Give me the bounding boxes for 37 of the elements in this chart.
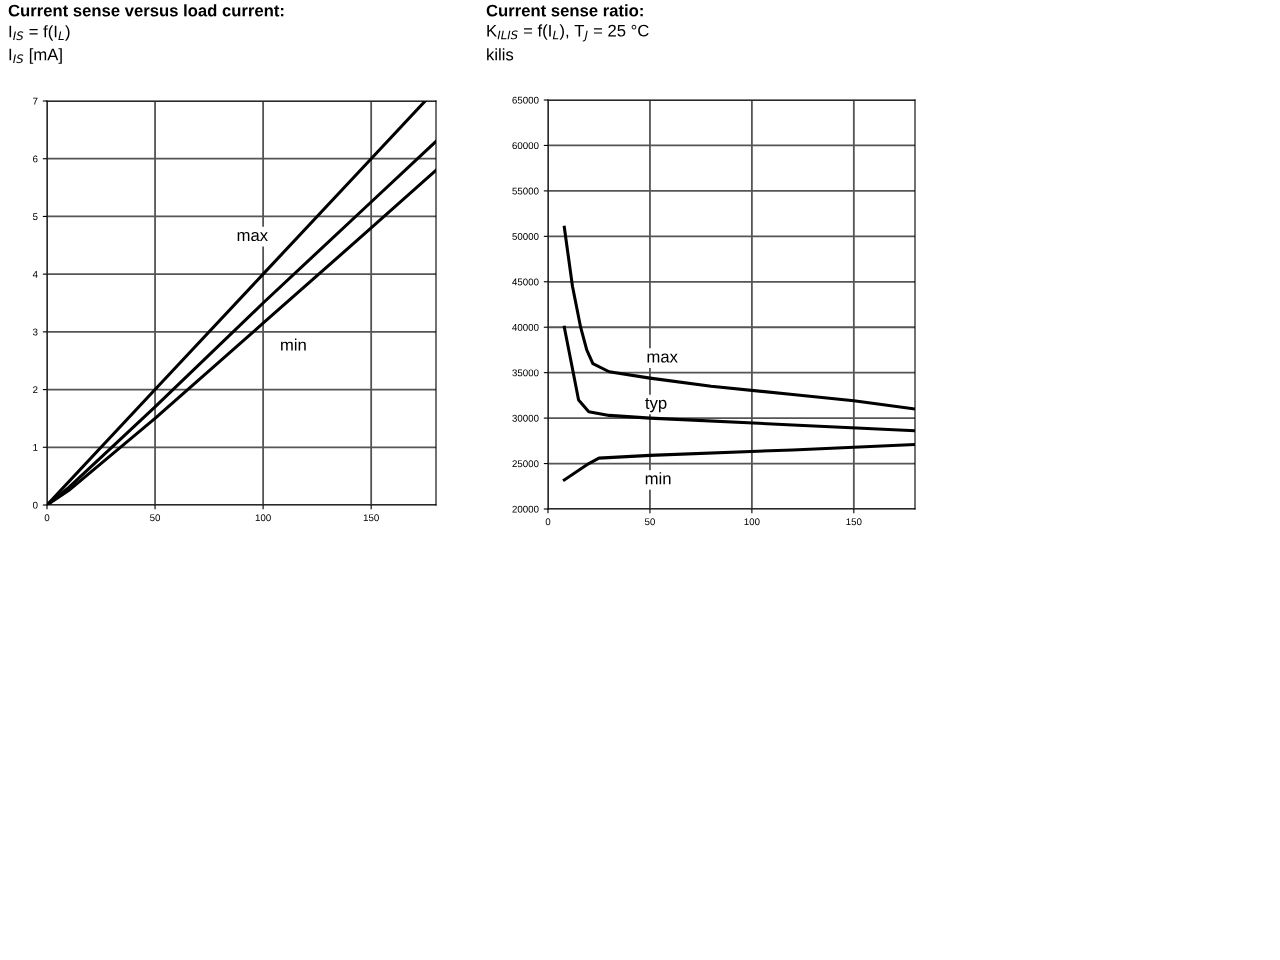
y-tick-label: 2 [33, 386, 38, 394]
annotation: max [237, 231, 268, 242]
y-tick-label: 35000 [512, 369, 539, 377]
y-tick-label: 3 [32, 328, 38, 336]
y-tick-label: 40000 [512, 323, 539, 331]
y-tick-label: 50000 [512, 233, 539, 240]
y-tick-label: 5 [32, 213, 38, 221]
x-tick-label: 150 [363, 514, 379, 522]
annotation: max [647, 353, 678, 363]
y-tick-label: 7 [33, 97, 38, 105]
y-tick-label: 55000 [512, 187, 539, 195]
chart-title: Current sense versus load current: [8, 4, 284, 17]
chart-title: Current sense ratio: [486, 4, 643, 17]
y-tick-label: 6 [33, 155, 38, 163]
y-tick-label: 0 [32, 501, 38, 509]
x-tick-label: 150 [846, 518, 862, 526]
x-tick-label: 100 [255, 514, 271, 522]
y-tick-label: 25000 [512, 460, 539, 468]
chart-subtitle: K$_{ILIS}$ = f(I$_{L}$), T$_{J}$ = 25 °C [487, 24, 649, 42]
y-tick-label: 60000 [512, 142, 539, 150]
x-tick-label: 0 [545, 518, 551, 526]
y-tick-label: 45000 [512, 278, 539, 286]
y-tick-label: 30000 [512, 414, 539, 422]
annotation: min [281, 338, 306, 351]
y-axis-title: kilis [487, 48, 514, 61]
y-tick-label: 1 [33, 444, 38, 451]
annotation: min [645, 472, 671, 485]
annotation: typ [645, 398, 667, 413]
x-tick-label: 50 [644, 518, 655, 526]
x-tick-label: 0 [44, 514, 50, 522]
x-tick-label: 100 [744, 518, 760, 526]
x-tick-label: 50 [150, 514, 161, 522]
y-tick-label: 65000 [512, 96, 539, 104]
y-axis-title: I$_{IS}$ [mA] [9, 48, 62, 64]
y-tick-label: 4 [32, 270, 38, 278]
chart-subtitle: I$_{IS}$ = f(I$_{L}$) [9, 25, 70, 41]
y-tick-label: 20000 [512, 505, 539, 513]
